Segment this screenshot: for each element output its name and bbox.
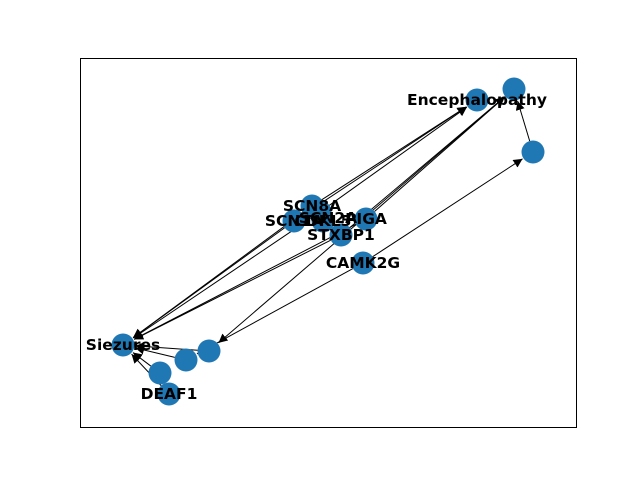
edge-scn8a-to-encephalopathy xyxy=(321,106,467,201)
node-piga xyxy=(354,207,378,231)
edge-enc-b-to-enc-a xyxy=(515,100,531,142)
edge-seiz-a-to-siezures xyxy=(132,352,152,367)
node-deaf1 xyxy=(157,382,181,406)
node-label-piga: PIGA xyxy=(345,210,387,228)
node-seiz-c xyxy=(197,339,221,363)
node-camk2g xyxy=(351,251,375,275)
edge-stxbp1-to-siezures xyxy=(133,239,331,340)
labels-layer: Encephalopathy Siezures SCN8ASCN2ASCN1ACDK… xyxy=(86,91,547,403)
node-label-encephalopathy: Encephalopathy xyxy=(407,91,547,109)
node-label-cdkl5: CDKL5 xyxy=(295,212,352,230)
edges-layer xyxy=(131,96,531,386)
edge-camk2g-to-seiz-b xyxy=(196,268,354,355)
edge-camk2g-to-enc-b xyxy=(372,158,523,258)
edge-piga-to-siezures xyxy=(133,223,357,340)
node-encephalopathy xyxy=(465,88,489,112)
node-label-siezures: Siezures xyxy=(86,336,160,354)
node-seiz-b xyxy=(174,348,198,372)
edge-scn1a-to-encephalopathy xyxy=(303,106,467,216)
node-label-camk2g: CAMK2G xyxy=(326,254,400,272)
node-stxbp1 xyxy=(329,223,353,247)
node-label-stxbp1: STXBP1 xyxy=(307,226,375,244)
node-label-scn2a: SCN2A xyxy=(299,209,357,227)
node-enc-a xyxy=(502,77,526,101)
edge-scn2a-to-encephalopathy xyxy=(329,106,468,206)
node-scn1a xyxy=(282,209,306,233)
node-cdkl5 xyxy=(311,209,335,233)
node-siezures xyxy=(111,333,135,357)
edge-scn2a-to-siezures xyxy=(133,218,311,339)
node-label-scn1a: SCN1A xyxy=(265,212,323,230)
node-label-deaf1: DEAF1 xyxy=(141,385,198,403)
nodes-layer xyxy=(111,77,545,406)
edge-scn1a-to-siezures xyxy=(132,227,285,339)
node-seiz-a xyxy=(148,361,172,385)
plot-frame xyxy=(80,58,577,428)
node-enc-b xyxy=(521,140,545,164)
node-label-scn8a: SCN8A xyxy=(283,197,341,215)
